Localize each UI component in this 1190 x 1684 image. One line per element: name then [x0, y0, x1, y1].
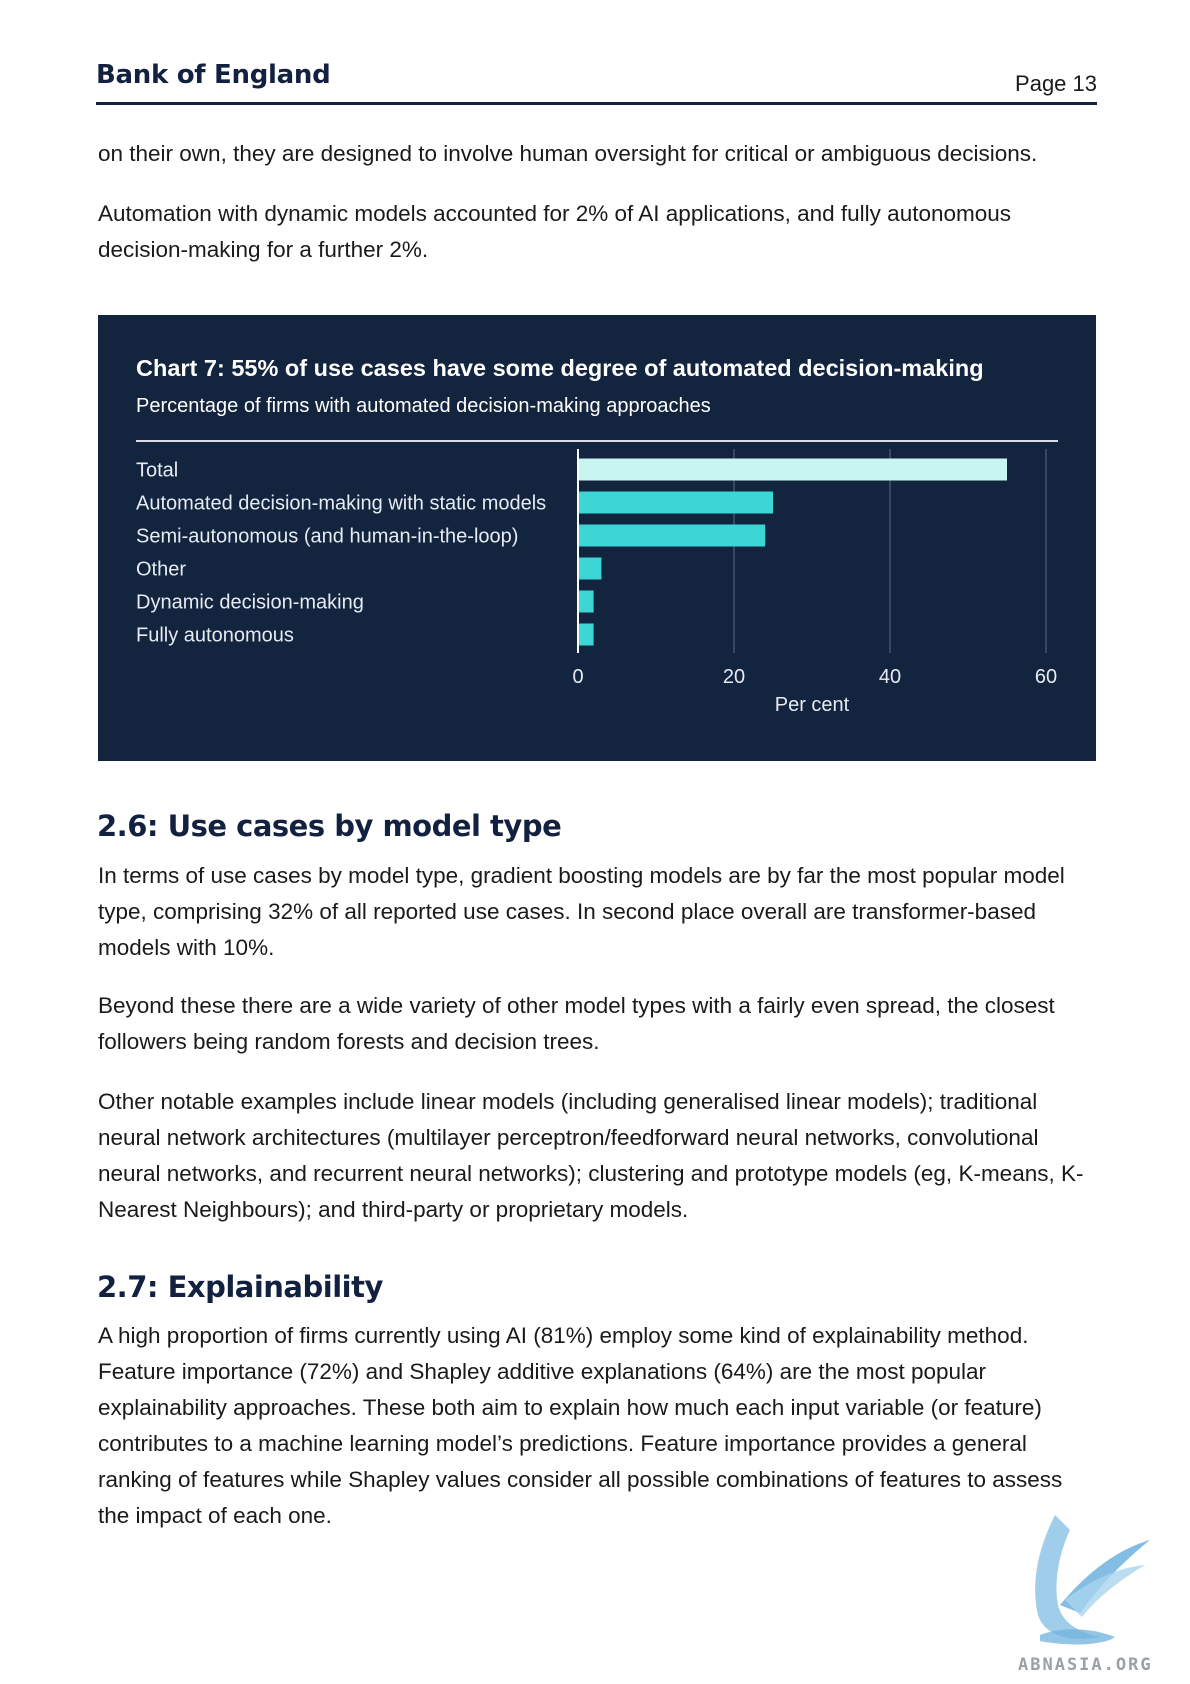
chart-divider: [136, 440, 1058, 442]
header-divider: [96, 102, 1097, 105]
section-paragraph: A high proportion of firms currently usi…: [98, 1323, 1063, 1528]
x-tick-label: 40: [879, 666, 901, 688]
section-paragraph: Beyond these there are a wide variety of…: [98, 993, 1055, 1054]
page-number: Page 13: [1015, 71, 1097, 96]
watermark-text: ABNASIA.ORG: [1018, 1655, 1153, 1675]
category-label: Semi-autonomous (and human-in-the-loop): [136, 526, 518, 548]
bar: [578, 524, 766, 547]
griffin-logo-icon: [1035, 1515, 1150, 1645]
category-label: Fully autonomous: [136, 625, 294, 647]
section-heading: 2.6: Use cases by model type: [97, 809, 562, 843]
x-tick-label: 20: [723, 666, 745, 688]
x-axis-label: Per cent: [775, 694, 850, 716]
category-label: Total: [136, 460, 178, 482]
category-label: Other: [136, 559, 186, 581]
bar-chart: Total Automated decision-making with stat…: [136, 449, 1057, 716]
bar: [578, 557, 602, 580]
brand-logo-text: Bank of England: [96, 60, 331, 90]
chart-title: Chart 7: 55% of use cases have some degr…: [136, 355, 984, 381]
chart-panel: Chart 7: 55% of use cases have some degr…: [98, 315, 1096, 761]
x-tick-label: 0: [572, 666, 583, 688]
x-tick-label: 60: [1035, 666, 1057, 688]
intro-paragraph: Automation with dynamic models accounted…: [98, 201, 1012, 262]
section-paragraph: In terms of use cases by model type, gra…: [98, 863, 1065, 960]
bar: [578, 458, 1007, 481]
category-label: Dynamic decision-making: [136, 592, 364, 614]
bar: [578, 491, 773, 514]
chart-subtitle: Percentage of firms with automated decis…: [136, 395, 711, 417]
intro-paragraph: on their own, they are designed to invol…: [98, 141, 1038, 166]
section-paragraph: Other notable examples include linear mo…: [98, 1089, 1084, 1222]
bar: [578, 623, 594, 646]
category-label: Automated decision-making with static mo…: [136, 493, 546, 515]
bar: [578, 590, 594, 613]
section-heading: 2.7: Explainability: [97, 1270, 383, 1304]
